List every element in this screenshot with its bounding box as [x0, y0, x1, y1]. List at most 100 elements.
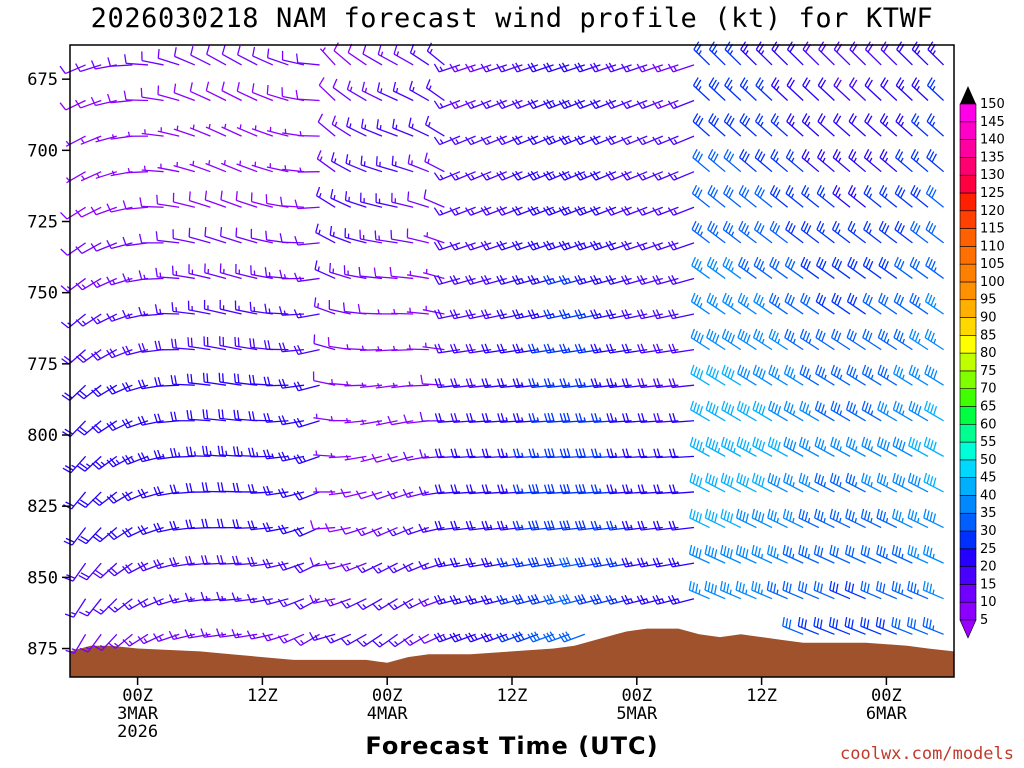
wind-barb — [277, 488, 305, 499]
wind-barb — [527, 240, 554, 251]
wind-barb — [77, 527, 102, 545]
wind-barb — [527, 135, 554, 146]
wind-barb — [735, 580, 757, 600]
colorbar-segment — [959, 495, 977, 514]
wind-barb — [173, 47, 196, 66]
wind-barb — [721, 400, 742, 422]
terrain — [70, 628, 954, 677]
wind-barb — [465, 632, 492, 643]
wind-barb — [355, 490, 383, 500]
wind-barb — [922, 616, 944, 635]
wind-barb — [250, 265, 273, 280]
wind-barb — [316, 150, 336, 173]
wind-barb — [845, 400, 866, 422]
wind-barb — [907, 544, 929, 564]
wind-barb — [59, 99, 86, 111]
wind-barb — [187, 337, 211, 351]
wind-barb — [189, 160, 211, 173]
wind-barb — [425, 79, 445, 102]
wind-barb — [234, 300, 258, 315]
wind-barb — [863, 184, 882, 208]
wind-barb — [423, 268, 445, 280]
wind-barb — [910, 149, 929, 173]
wind-barb — [465, 99, 492, 110]
wind-barb — [157, 127, 180, 137]
wind-barb — [293, 417, 320, 428]
wind-barb — [387, 526, 414, 537]
wind-barb — [371, 491, 398, 500]
wind-barb — [767, 508, 788, 529]
colorbar-label: 10 — [980, 595, 997, 610]
wind-barb — [801, 149, 820, 173]
wind-barb — [668, 520, 695, 531]
wind-barbs-layer — [59, 41, 945, 654]
wind-barb — [375, 193, 398, 208]
wind-barb — [406, 307, 429, 315]
wind-barb — [219, 336, 242, 351]
wind-barb — [138, 306, 164, 317]
colorbar-segment — [959, 423, 977, 443]
wind-barb — [293, 309, 320, 319]
wind-barb — [221, 123, 242, 137]
wind-barb — [737, 256, 757, 279]
wind-barb — [309, 631, 336, 641]
wind-barb — [863, 220, 882, 244]
wind-barb — [375, 419, 398, 426]
wind-barb — [262, 632, 289, 642]
y-tick-label: 700 — [27, 141, 58, 161]
chart-title: 2026030218 NAM forecast wind profile (kt… — [90, 3, 934, 34]
wind-barb — [704, 544, 726, 564]
wind-barb — [202, 409, 227, 422]
wind-barb — [346, 80, 367, 102]
colorbar-label: 95 — [980, 293, 997, 308]
wind-barb — [360, 118, 383, 137]
wind-barb — [496, 274, 523, 285]
wind-barb — [154, 340, 180, 351]
credit-link[interactable]: coolwx.com/models — [840, 744, 1014, 764]
colorbar-segment — [959, 174, 977, 194]
wind-barb — [527, 99, 554, 110]
wind-barb — [783, 364, 804, 386]
wind-barb — [813, 544, 835, 564]
wind-barb — [190, 45, 211, 66]
wind-barb — [360, 155, 383, 173]
wind-barb — [465, 135, 492, 146]
wind-barb — [815, 364, 835, 386]
wind-barb — [705, 436, 726, 457]
wind-barb — [389, 267, 414, 280]
wind-barb — [891, 616, 913, 635]
wind-barb — [138, 270, 164, 281]
wind-barb — [173, 83, 196, 102]
wind-barb — [293, 562, 320, 574]
wind-barb — [543, 99, 570, 110]
wind-barb — [424, 115, 445, 137]
wind-barb — [848, 113, 867, 137]
y-tick-label: 725 — [27, 213, 58, 233]
wind-barb — [234, 336, 258, 351]
wind-barb — [908, 328, 929, 351]
wind-barb — [797, 580, 820, 600]
wind-barb — [574, 62, 601, 73]
wind-barb — [340, 488, 367, 498]
colorbar-segment — [959, 317, 977, 336]
colorbar-segment — [959, 299, 977, 318]
wind-barb — [91, 420, 118, 434]
wind-barb — [465, 241, 492, 251]
wind-barb — [59, 64, 86, 75]
wind-barb — [528, 378, 554, 389]
wind-barb — [667, 99, 695, 110]
wind-barb — [782, 580, 804, 600]
wind-barb — [667, 594, 695, 605]
wind-barb — [784, 292, 804, 315]
wind-barb — [786, 113, 804, 137]
wind-barb — [406, 344, 429, 351]
wind-barb — [433, 135, 461, 146]
wind-barb — [784, 328, 804, 351]
wind-barb — [574, 135, 601, 146]
wind-barb — [813, 580, 835, 600]
colorbar-segment — [959, 477, 977, 496]
wind-barb — [892, 472, 913, 493]
wind-barb — [330, 188, 352, 208]
wind-barb — [574, 240, 601, 251]
wind-barb — [738, 220, 757, 244]
